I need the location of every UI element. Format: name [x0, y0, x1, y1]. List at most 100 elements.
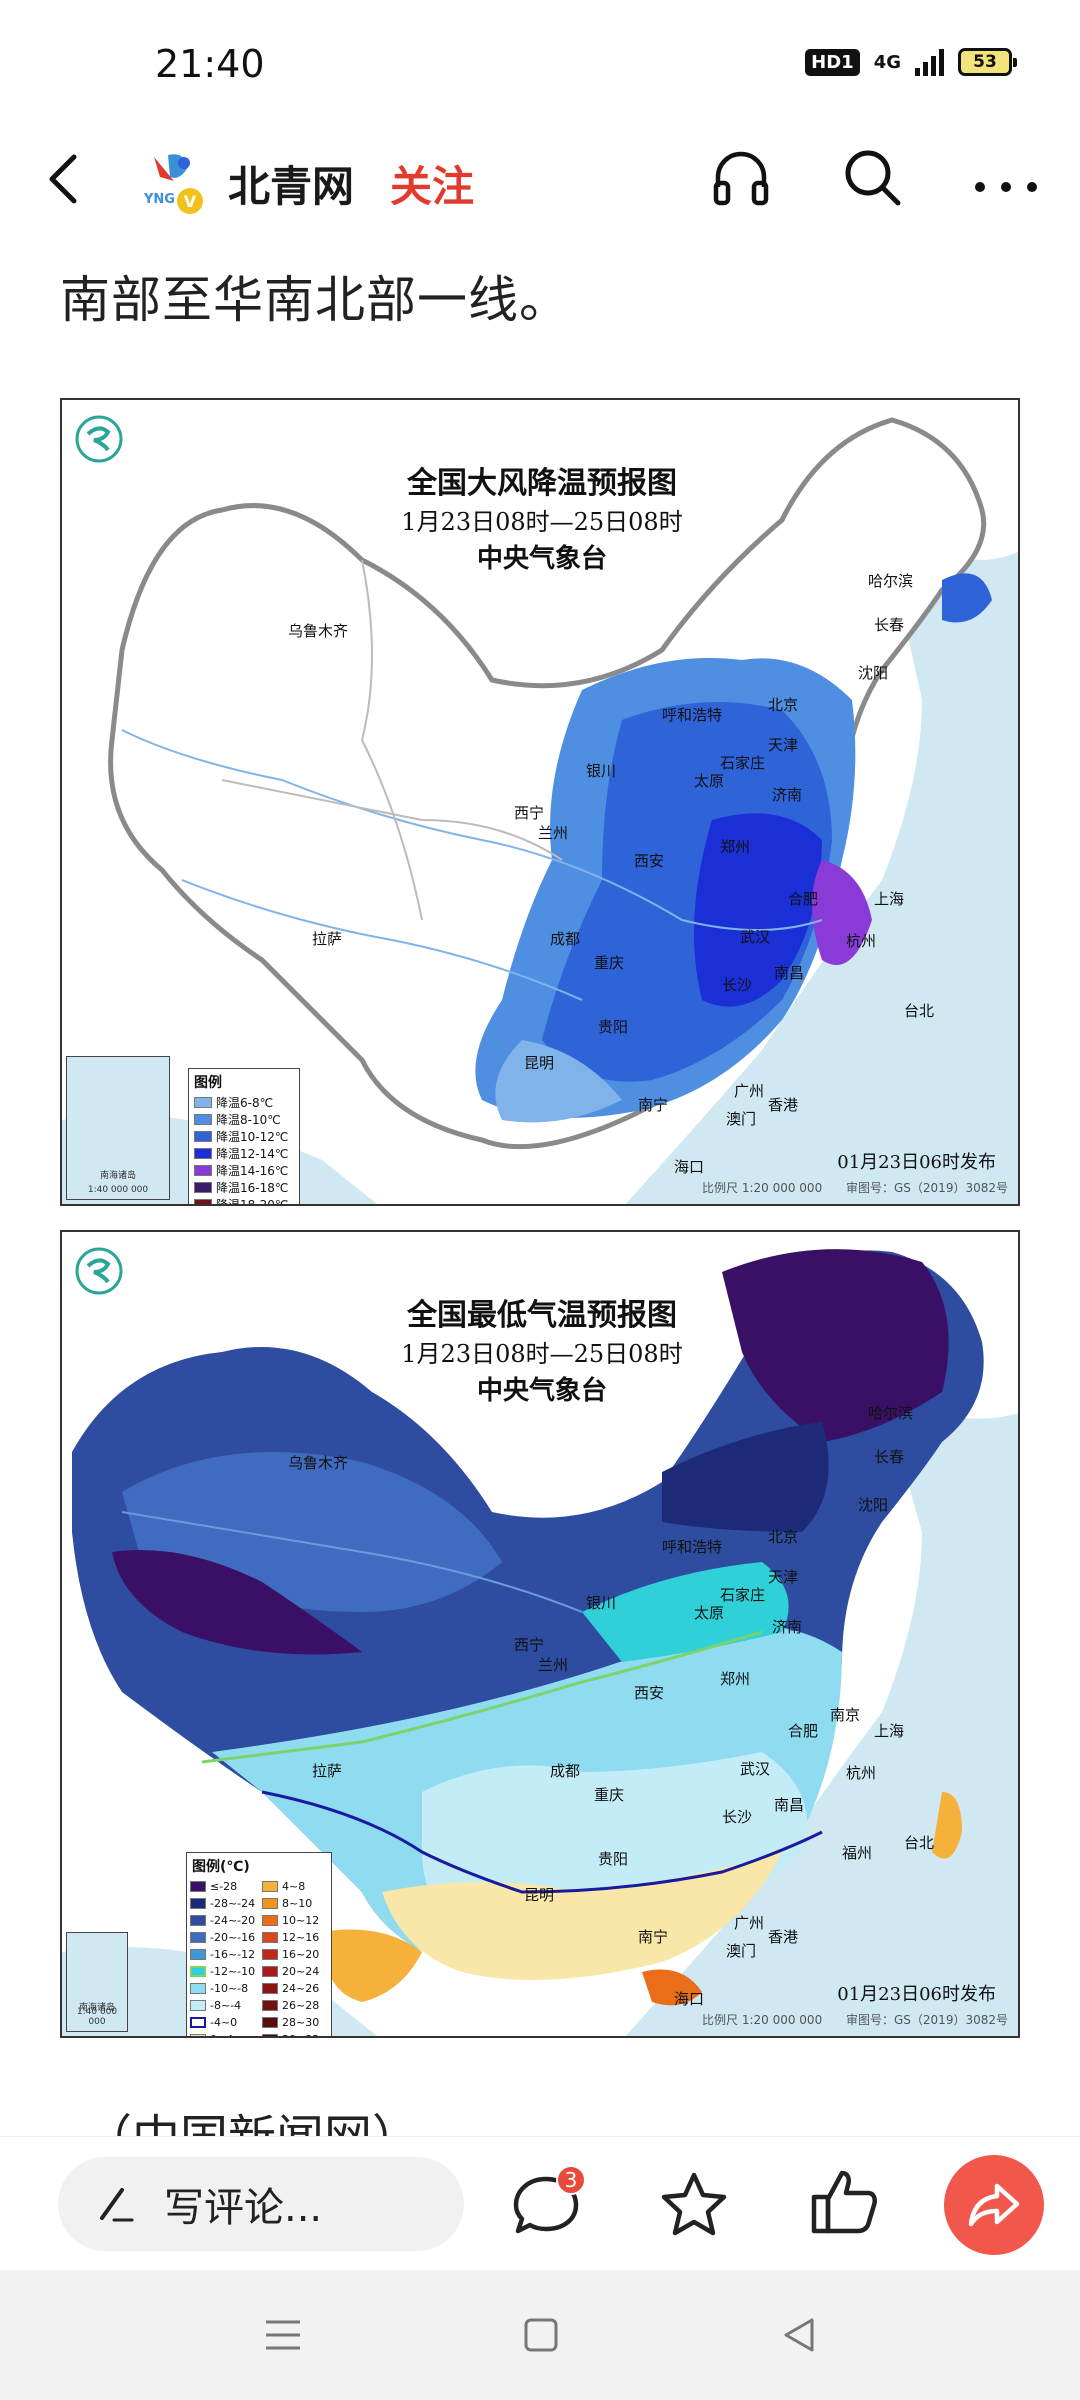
city-label: 上海	[874, 890, 905, 908]
thumbs-up-icon[interactable]	[806, 2165, 882, 2241]
legend-swatch	[194, 1131, 212, 1142]
city-label: 拉萨	[312, 930, 343, 948]
city-label: 哈尔滨	[868, 572, 914, 590]
city-label: 南昌	[774, 964, 805, 982]
legend-swatch	[194, 1199, 212, 1204]
battery-level: 53	[973, 52, 997, 72]
legend-item: 24~26	[259, 1980, 331, 1997]
status-icons: HD1 4G 53	[805, 48, 1017, 76]
city-label: 石家庄	[720, 754, 766, 772]
legend-swatch	[190, 2017, 206, 2028]
inset-scale: 1:40 000 000	[87, 1185, 149, 1195]
legend-title: 图例(℃)	[192, 1859, 250, 1875]
map-1-approval: 审图号：GS（2019）3082号	[846, 1181, 1008, 1195]
headphones-icon[interactable]	[708, 145, 774, 211]
legend-label: 30~32	[282, 2033, 319, 2036]
article-source: （中国新闻网）	[84, 2110, 421, 2140]
city-label: 贵阳	[598, 1850, 629, 1868]
legend-label: 28~30	[282, 2016, 320, 2029]
legend-label: 0~4	[210, 2033, 233, 2036]
legend-swatch	[190, 1983, 206, 1994]
city-label: 济南	[772, 1618, 803, 1636]
back-icon[interactable]	[36, 149, 96, 209]
city-label: 武汉	[740, 928, 771, 946]
system-back-icon[interactable]	[776, 2312, 822, 2358]
legend-swatch	[190, 1949, 206, 1960]
recent-apps-icon[interactable]	[260, 2312, 306, 2358]
map-2-scale: 比例尺 1:20 000 000	[702, 2013, 823, 2027]
legend-label: -16~-12	[210, 1948, 256, 1961]
legend-swatch	[262, 2017, 278, 2028]
legend-label: 降温6-8℃	[216, 1096, 274, 1110]
legend-label: 降温18-20℃	[216, 1198, 289, 1206]
status-time: 21:40	[155, 42, 265, 86]
city-label: 银川	[586, 762, 617, 780]
city-label: 南昌	[774, 1796, 805, 1814]
home-icon[interactable]	[518, 2312, 564, 2358]
city-label: 广州	[734, 1914, 765, 1932]
legend-swatch	[262, 1983, 278, 1994]
legend-item: 降温12-14℃	[189, 1145, 299, 1162]
legend-swatch	[190, 1966, 206, 1977]
legend-label: 24~26	[282, 1982, 320, 1995]
city-label: 长沙	[722, 1808, 753, 1826]
map-1-publish-time: 01月23日06时发布	[837, 1152, 996, 1173]
wind-cooling-forecast-map[interactable]: 全国大风降温预报图 1月23日08时—25日08时 中央气象台 哈尔滨 长春 沈…	[60, 398, 1020, 1206]
city-label: 杭州	[846, 932, 877, 950]
inset-label: 南海诸岛	[99, 1171, 136, 1181]
city-label: 成都	[550, 1762, 581, 1780]
legend-label: 降温14-16℃	[216, 1164, 289, 1178]
map-2-title: 全国最低气温预报图	[407, 1298, 677, 1333]
city-label: 长春	[874, 616, 905, 634]
city-label: 上海	[874, 1722, 905, 1740]
logo-text: YNG	[143, 192, 175, 207]
city-label: 台北	[904, 1834, 935, 1852]
legend-item: -28~-24	[187, 1895, 259, 1912]
legend-swatch	[262, 2034, 278, 2036]
comment-input[interactable]: 写评论...	[58, 2157, 464, 2251]
city-label: 福州	[842, 1844, 873, 1862]
legend-label: 降温16-18℃	[216, 1181, 289, 1195]
city-label: 南京	[830, 1706, 861, 1724]
legend-item: 20~24	[259, 1963, 331, 1980]
follow-button[interactable]: 关注	[390, 162, 475, 211]
top-nav: V YNG 北青网 关注	[0, 135, 1080, 225]
city-label: 香港	[768, 1096, 799, 1114]
city-label: 哈尔滨	[868, 1404, 914, 1422]
city-label: 西宁	[514, 804, 545, 822]
legend-item: -16~-12	[187, 1946, 259, 1963]
share-arrow-icon	[968, 2183, 1020, 2227]
bottom-action-bar: 写评论... 3	[0, 2136, 1080, 2270]
city-label: 西安	[634, 852, 665, 870]
legend-label: ≤-28	[210, 1880, 238, 1893]
star-icon[interactable]	[656, 2167, 732, 2243]
map-1-period: 1月23日08时—25日08时	[401, 508, 683, 536]
legend-swatch	[194, 1097, 212, 1108]
legend-swatch	[262, 1932, 278, 1943]
more-options-icon[interactable]	[970, 145, 1042, 211]
legend-swatch	[194, 1182, 212, 1193]
city-label: 兰州	[538, 1656, 569, 1674]
legend-swatch	[190, 2034, 206, 2036]
legend-item: ≤-28	[187, 1878, 259, 1895]
site-name[interactable]: 北青网	[228, 162, 355, 211]
article-paragraph: 南部至华南北部一线。	[60, 271, 570, 329]
search-icon[interactable]	[840, 145, 906, 211]
city-label: 乌鲁木齐	[288, 622, 349, 640]
legend-swatch	[190, 1915, 206, 1926]
comment-bubble-icon[interactable]	[508, 2167, 584, 2243]
share-button[interactable]	[944, 2155, 1044, 2255]
min-temperature-forecast-map[interactable]: 全国最低气温预报图 1月23日08时—25日08时 中央气象台 哈尔滨 长春 沈…	[60, 1230, 1020, 2038]
city-label: 合肥	[788, 890, 819, 908]
city-label: 海口	[674, 1990, 705, 2008]
city-label: 香港	[768, 1928, 799, 1946]
legend-swatch	[190, 1898, 206, 1909]
city-label: 乌鲁木齐	[288, 1454, 349, 1472]
city-label: 太原	[694, 1604, 725, 1622]
city-label: 天津	[768, 1568, 799, 1586]
city-label: 银川	[586, 1594, 617, 1612]
legend-label: -24~-20	[210, 1914, 256, 1927]
south-china-sea-inset: 南海诸岛 1:40 000 000	[66, 1932, 128, 2032]
city-label: 北京	[768, 696, 799, 714]
map-1-title: 全国大风降温预报图	[407, 466, 677, 501]
